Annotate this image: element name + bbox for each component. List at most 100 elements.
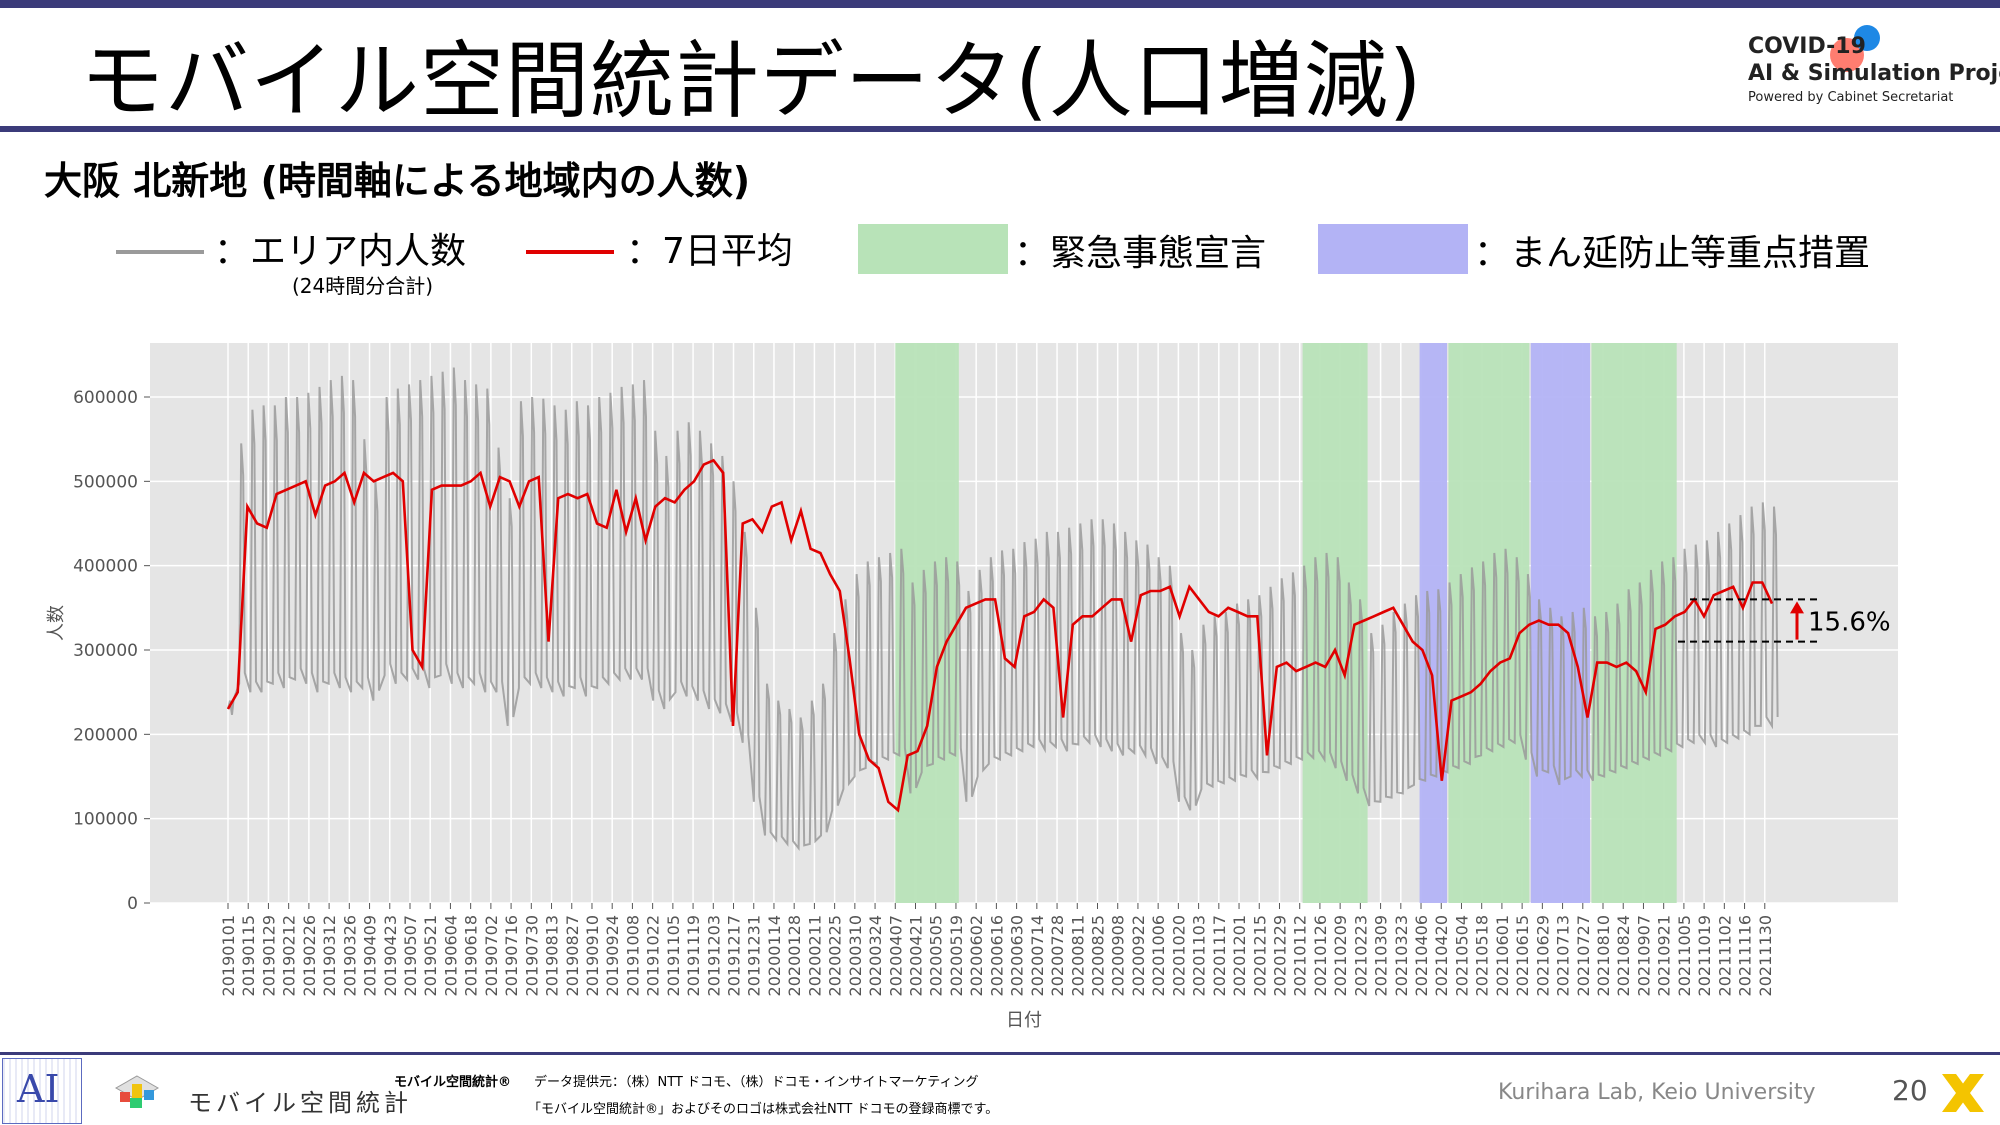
x-tick-label: 20200602 [967, 915, 986, 996]
x-tick-label: 20190521 [421, 915, 440, 996]
x-tick-label: 20190409 [361, 915, 380, 996]
x-tick-label: 20191022 [644, 915, 663, 996]
x-tick-label: 20190226 [300, 915, 319, 996]
x-tick-label: 20190423 [381, 915, 400, 996]
y-tick-label: 300000 [73, 641, 138, 661]
x-tick-label: 20210629 [1533, 915, 1552, 996]
x-tick-label: 20191008 [623, 915, 642, 996]
x-tick-label: 20201117 [1210, 915, 1229, 996]
lab-logo-icon: AI [2, 1058, 82, 1124]
annotation-arrow-head-icon [1790, 601, 1804, 614]
x-tick-label: 20191105 [664, 915, 683, 996]
x-tick-label: 20190910 [583, 915, 602, 996]
y-tick-label: 500000 [73, 472, 138, 492]
avg-series-line [226, 458, 1774, 813]
x-tick-label: 20210309 [1372, 915, 1391, 996]
priority-period [1419, 343, 1448, 903]
x-tick-label: 20210323 [1392, 915, 1411, 996]
x-tick-label: 20211102 [1715, 915, 1734, 996]
page-title: モバイル空間統計データ(人口増減) [80, 32, 1423, 130]
y-tick-label: 600000 [73, 388, 138, 408]
logo-line-2: AI & Simulation Project [1748, 61, 2000, 86]
x-tick-label: 20210907 [1634, 915, 1653, 996]
footer-trademark: 「モバイル空間統計®」およびそのロゴは株式会社NTT ドコモの登録商標です。 [528, 1102, 999, 1117]
legend-note-raw: (24時間分合計) [292, 274, 434, 298]
x-tick-label: 20200324 [866, 915, 885, 996]
x-tick-label: 20200421 [907, 915, 926, 996]
x-tick-label: 20201215 [1250, 915, 1269, 996]
legend-label-priority: ：まん延防止等重点措置 [1474, 233, 1871, 274]
x-logo-icon [1942, 1074, 1984, 1112]
logo-line-1: COVID-19 [1748, 34, 1866, 59]
x-tick-label: 20200211 [805, 915, 824, 996]
x-tick-label: 20200310 [846, 915, 865, 996]
x-tick-label: 20200922 [1129, 915, 1148, 996]
x-tick-label: 20211019 [1695, 915, 1714, 996]
x-tick-label: 20200128 [785, 915, 804, 996]
x-tick-label: 20190827 [563, 915, 582, 996]
footer-brand-small: モバイル空間統計® [394, 1075, 512, 1090]
x-tick-label: 20210420 [1432, 915, 1451, 996]
x-tick-label: 20210223 [1351, 915, 1370, 996]
x-tick-label: 20190924 [603, 915, 622, 996]
top-accent-bar [0, 0, 2000, 8]
x-tick-label: 20210713 [1554, 915, 1573, 996]
x-tick-label: 20200225 [826, 915, 845, 996]
legend-swatch-priority [1318, 224, 1468, 274]
covid-project-logo: COVID-19 AI & Simulation Project Powered… [1748, 34, 2000, 105]
x-tick-label: 20191217 [725, 915, 744, 996]
header-divider [0, 126, 2000, 132]
x-tick-label: 20190716 [502, 915, 521, 996]
x-tick-label: 20200519 [947, 915, 966, 996]
x-tick-label: 20210615 [1513, 915, 1532, 996]
x-tick-label: 20191119 [684, 915, 703, 996]
legend-swatch-raw [116, 250, 204, 254]
x-tick-label: 20190326 [340, 915, 359, 996]
logo-line-3: Powered by Cabinet Secretariat [1748, 90, 1954, 105]
x-tick-label: 20201229 [1270, 915, 1289, 996]
x-tick-label: 20200616 [987, 915, 1006, 996]
x-tick-label: 20190730 [522, 915, 541, 996]
x-tick-label: 20210209 [1331, 915, 1350, 996]
raw-series-line [227, 367, 1779, 852]
mobile-spatial-stats-logo-icon [114, 1075, 160, 1108]
chart-subtitle: 大阪 北新地 (時間軸による地域内の人数) [44, 159, 751, 203]
x-tick-label: 20201103 [1190, 915, 1209, 996]
y-tick-label: 400000 [73, 557, 138, 577]
x-tick-label: 20190618 [462, 915, 481, 996]
footer-provider: データ提供元：（株）NTT ドコモ、（株）ドコモ・インサイトマーケティング [534, 1075, 979, 1090]
x-tick-label: 20191203 [704, 915, 723, 996]
x-tick-label: 20200728 [1048, 915, 1067, 996]
footer-lab: Kurihara Lab, Keio University [1498, 1080, 1816, 1105]
y-axis-label: 人数 [46, 605, 67, 641]
x-tick-label: 20210112 [1291, 915, 1310, 996]
population-line-chart: 0 100000 200000 300000 400000 500000 600000 201… [46, 343, 1898, 1031]
x-tick-label: 20200811 [1068, 915, 1087, 996]
x-tick-label: 20201201 [1230, 915, 1249, 996]
x-tick-label: 20200407 [886, 915, 905, 996]
x-tick-label: 20210921 [1655, 915, 1674, 996]
legend-label-raw: ：エリア内人数 [214, 231, 467, 272]
annotation-label: 15.6% [1808, 607, 1891, 637]
x-tick-label: 20200114 [765, 915, 784, 996]
x-tick-label: 20211130 [1756, 915, 1775, 996]
x-tick-label: 20200630 [1008, 915, 1027, 996]
legend-swatch-avg [526, 250, 614, 254]
x-tick-label: 20190312 [320, 915, 339, 996]
legend-label-avg: ：7日平均 [626, 231, 793, 272]
legend-swatch-emergency [858, 224, 1008, 274]
x-tick-label: 20200714 [1028, 915, 1047, 996]
x-tick-label: 20210601 [1493, 915, 1512, 996]
logo-blue-dot-icon [1854, 25, 1880, 51]
y-tick-label: 0 [127, 894, 138, 914]
x-tick-label: 20190507 [401, 915, 420, 996]
x-tick-label: 20190212 [280, 915, 299, 996]
x-tick-label: 20190101 [219, 915, 238, 996]
x-tick-label: 20190115 [239, 915, 258, 996]
x-tick-label: 20190702 [482, 915, 501, 996]
x-tick-label: 20200908 [1109, 915, 1128, 996]
x-tick-label: 20201020 [1169, 915, 1188, 996]
x-axis-label: 日付 [1006, 1010, 1042, 1031]
footer-brand-text: モバイル空間統計 [188, 1089, 412, 1117]
footer-divider [0, 1052, 2000, 1055]
